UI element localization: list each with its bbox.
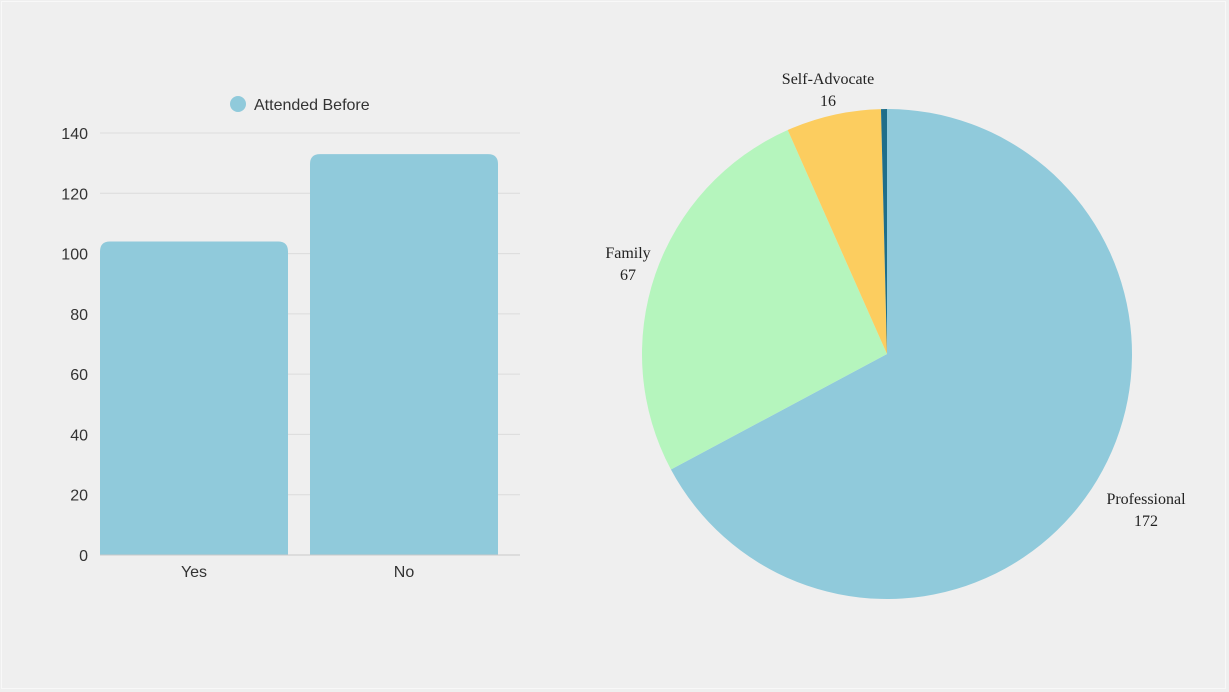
pie-value-label: 67 (620, 267, 636, 284)
pie-slice-family (642, 130, 887, 470)
x-tick-label: No (394, 564, 415, 581)
pie-slice-professional (670, 109, 1132, 599)
legend-marker (230, 96, 246, 112)
y-tick-label: 140 (61, 126, 88, 143)
y-tick-label: 40 (70, 427, 88, 444)
pie-value-label: 172 (1134, 513, 1158, 530)
y-tick-label: 20 (70, 488, 88, 505)
legend-label: Attended Before (254, 97, 370, 114)
y-tick-label: 120 (61, 186, 88, 203)
y-tick-label: 60 (70, 367, 88, 384)
pie-label: Family (605, 245, 650, 262)
pie-slice-self-advocate (787, 109, 887, 354)
bar-yes (100, 241, 288, 555)
pie-value-label: 16 (820, 93, 836, 110)
y-tick-label: 100 (61, 247, 88, 264)
bar-no (310, 154, 498, 555)
y-tick-label: 80 (70, 307, 88, 324)
bar-chart: 0 20 40 60 80 100 120 140 Yes No Attended Before (61, 96, 520, 581)
pie-label: Self-Advocate (782, 71, 874, 88)
pie-label: Professional (1106, 491, 1186, 508)
x-tick-label: Yes (181, 564, 207, 581)
pie-slice-other (880, 109, 887, 354)
y-tick-label: 0 (79, 548, 88, 565)
